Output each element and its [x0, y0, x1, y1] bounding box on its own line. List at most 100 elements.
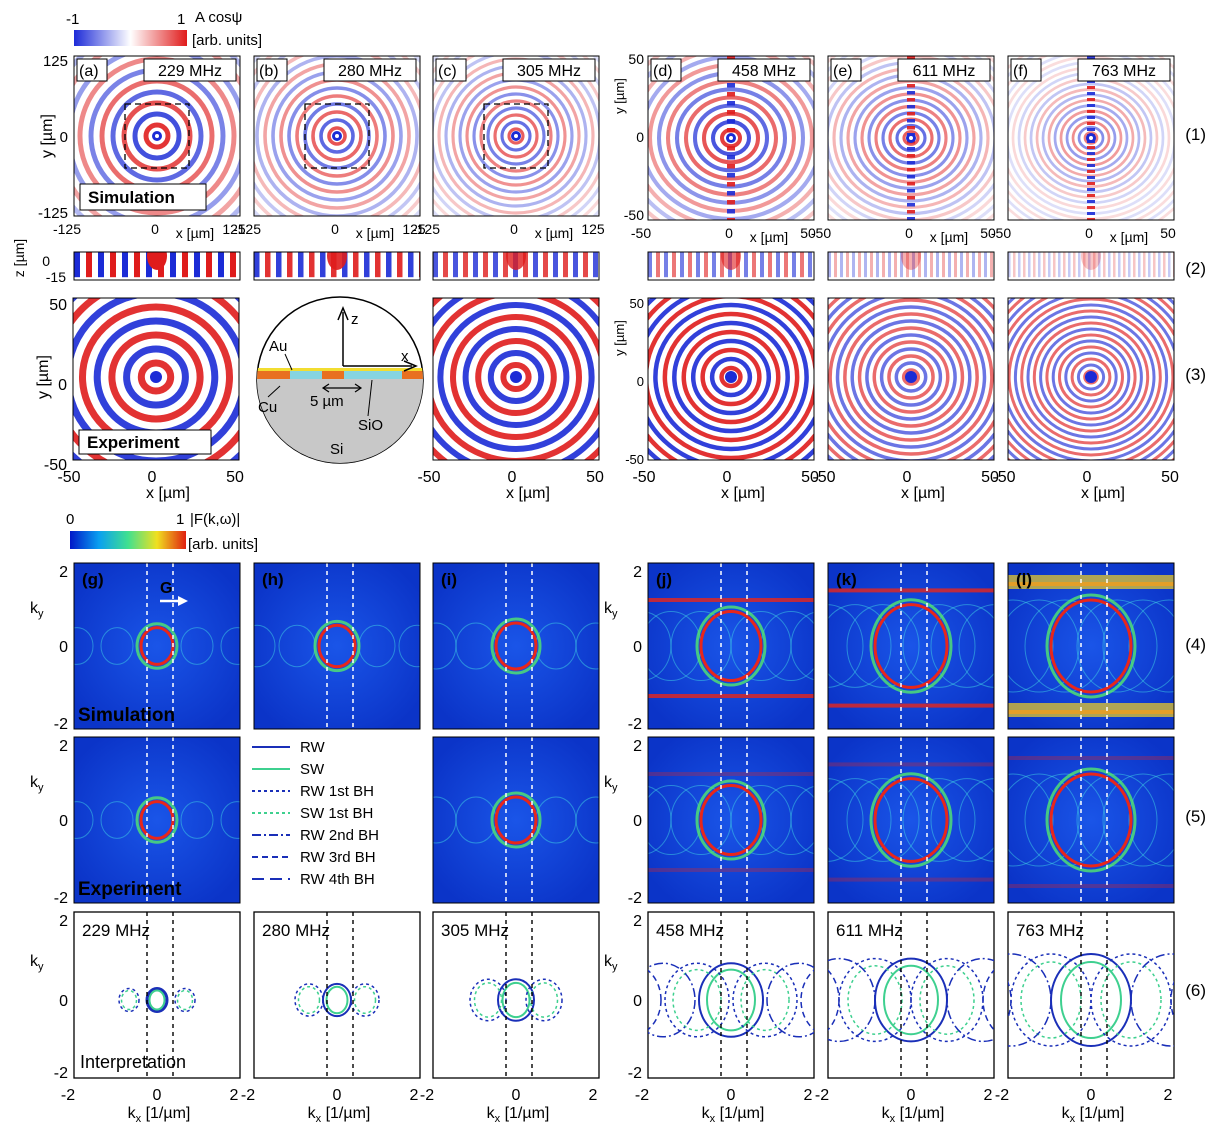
sw-ring [135, 796, 179, 844]
center-column-stripe [1087, 104, 1095, 107]
panel-letter: (j) [656, 570, 672, 589]
depth-stripe [882, 252, 885, 278]
wave-ring [450, 314, 582, 440]
depth-stripe [984, 252, 987, 278]
depth-stripe [840, 252, 843, 278]
panel-frame [432, 562, 600, 730]
depth-stripe [1123, 252, 1126, 278]
rw-2nd-bh-curve [828, 957, 876, 1043]
fft-pattern [1008, 575, 1174, 717]
sw-1st-bh-curve [847, 965, 903, 1035]
kx-tick-max: 2 [589, 1087, 598, 1104]
depth-stripe [808, 252, 812, 278]
fft-bg [74, 563, 240, 729]
depth-stripe [712, 252, 716, 278]
harmonic-ring [828, 604, 892, 688]
panel-frame [647, 911, 815, 1079]
wave-ring [850, 319, 972, 435]
panel-frame [73, 736, 241, 904]
source-center [335, 134, 339, 138]
panel-frame [432, 736, 600, 904]
sw-curve [883, 964, 939, 1036]
wave-ring [462, 326, 570, 428]
harmonic-ring [254, 624, 276, 668]
depth-stripe [1028, 252, 1031, 278]
wave-ring [123, 345, 189, 409]
panel-frequency: 611 MHz [913, 63, 976, 80]
depth-panel-3 [432, 251, 600, 281]
depth-stripe [704, 252, 708, 278]
x-tick: -50 [992, 469, 1015, 486]
depth-stripe [408, 252, 414, 278]
depth-stripe [1043, 252, 1046, 278]
center-column-stripe [1087, 56, 1095, 59]
depth-stripe [386, 252, 392, 278]
kx-tick-max: 2 [230, 1087, 239, 1104]
fft-exp-panel-4: 2 0 -2 ky [604, 736, 815, 907]
fft-bg [254, 563, 420, 729]
depth-stripe [194, 252, 200, 278]
wave-ring [865, 333, 957, 421]
source-dot [1085, 371, 1097, 383]
sw-ring [313, 619, 361, 673]
fft-bg [74, 737, 240, 903]
depth-stripe [1103, 252, 1106, 278]
sw-curve [706, 968, 756, 1032]
legend-label: SW [300, 761, 325, 778]
sw-1st-bh-curve [919, 965, 975, 1035]
panel-frequency: 763 MHz [1092, 63, 1156, 80]
center-column-stripe [907, 98, 915, 102]
center-column-stripe [1087, 194, 1095, 197]
y-tick: 50 [49, 297, 67, 314]
panel-frame [647, 251, 815, 281]
y-tick: 0 [60, 129, 68, 146]
x-tick-zero: 0 [151, 221, 159, 237]
rw-3rd-bh-curve [982, 969, 994, 1031]
wave-ring [648, 298, 814, 460]
panel-frame [647, 55, 815, 221]
high-order-band [828, 762, 994, 767]
harmonic-ring [1102, 599, 1174, 693]
wave-ring [872, 340, 950, 414]
depth-stripe [375, 252, 381, 278]
x-axis-label: x [µm] [721, 485, 765, 502]
sim-panel-5: (e) 611 MHz -50 0 50 x [µm] [811, 55, 996, 245]
depth-stripe [110, 252, 116, 278]
interp-curves [294, 982, 380, 1018]
wave-ring [437, 302, 595, 452]
legend-label: RW 3rd BH [300, 849, 376, 866]
wave-ring [137, 359, 175, 395]
fft-pattern [828, 588, 994, 708]
rw-3rd-bh-curve [828, 969, 840, 1031]
sw-curve [501, 981, 531, 1019]
center-column-stripe [907, 168, 915, 172]
colorbar-amplitude-quantity: A cosψ [195, 9, 242, 26]
depth-stripe [894, 252, 897, 278]
center-column-stripe [1087, 128, 1095, 131]
x-axis-label: x [µm] [1110, 229, 1148, 245]
letter-box [830, 58, 862, 82]
fft-pattern [433, 791, 599, 849]
y-tick: 125 [43, 53, 68, 70]
rw-2nd-bh-curve [946, 957, 994, 1043]
source-dot [725, 371, 737, 383]
z-tick-0: 0 [42, 253, 50, 269]
k-tick-top: 2 [633, 738, 642, 755]
center-column-stripe [727, 209, 735, 214]
wave-ring [901, 368, 921, 386]
wave-ring [674, 87, 788, 189]
zoom-region-box [483, 103, 549, 169]
interpretation-label: Interpretation [80, 1052, 186, 1072]
center-column-stripe [907, 91, 915, 95]
panel-frequency: 229 MHz [158, 63, 222, 80]
colorbar-amplitude-min: -1 [66, 11, 79, 28]
depth-stripe [924, 252, 927, 278]
fft-bg [828, 737, 994, 903]
wave-ring [143, 122, 171, 150]
wave-pattern [433, 298, 599, 460]
rw-1st-bh-curve [350, 983, 380, 1017]
panel-letter: (l) [1016, 570, 1032, 589]
depth-stripe [1073, 252, 1076, 278]
wave-ring [709, 356, 753, 398]
